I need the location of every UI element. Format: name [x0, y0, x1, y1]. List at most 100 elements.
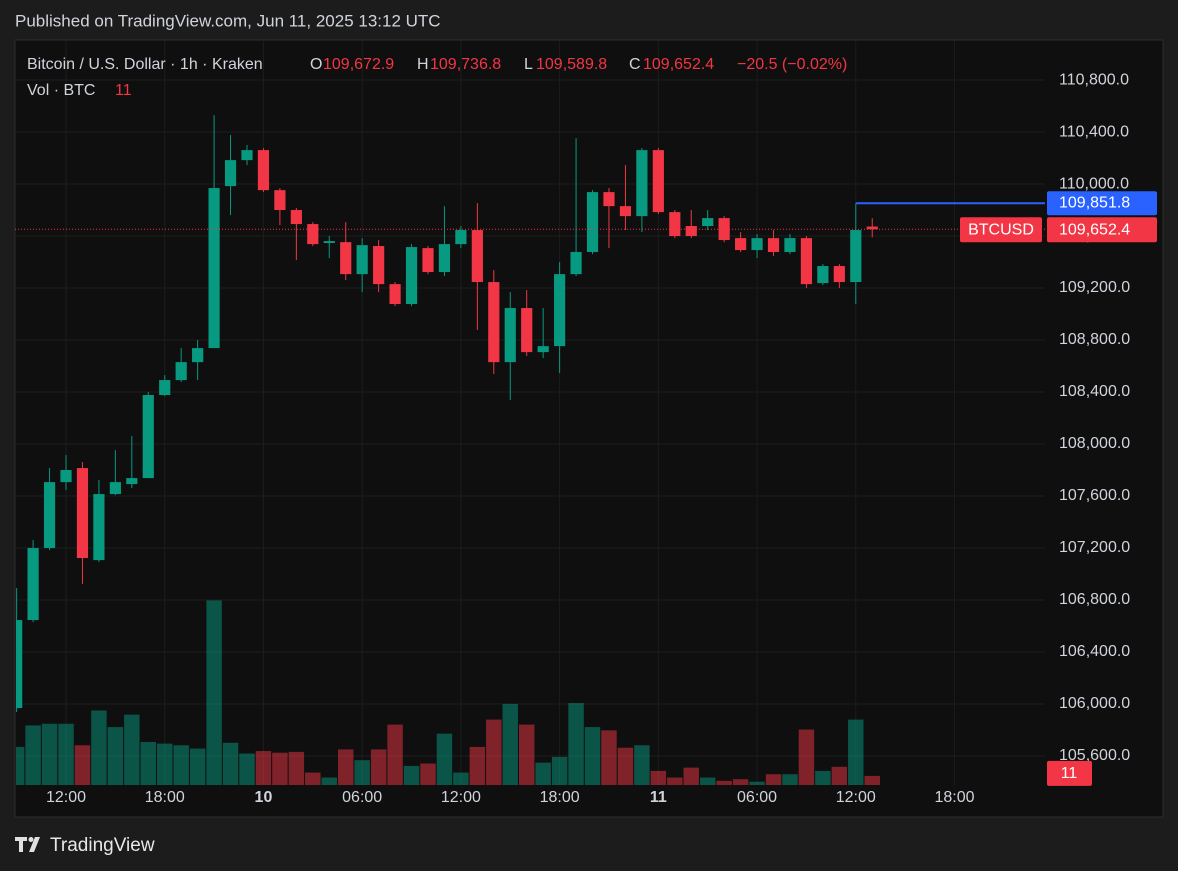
x-tick-label: 10	[255, 789, 273, 806]
candle-body	[290, 210, 302, 225]
candles	[16, 115, 878, 713]
candle-body	[521, 308, 533, 353]
volume-bar	[864, 775, 880, 785]
candle-body	[735, 238, 747, 251]
candle-body	[241, 150, 253, 161]
candle-body	[866, 226, 878, 230]
candle-body	[784, 238, 796, 253]
volume-bar	[124, 714, 140, 785]
high-tag	[1047, 191, 1157, 216]
candle-body	[767, 238, 780, 253]
candle-body	[159, 380, 171, 396]
volume-bar	[535, 762, 551, 785]
y-tick-label: 105,600.0	[1059, 747, 1130, 764]
volume-bar	[502, 703, 518, 785]
candle-body	[833, 266, 845, 283]
volume-tag-label: 11	[1061, 765, 1078, 782]
volume-bars	[16, 600, 880, 785]
candle-body	[340, 242, 352, 275]
open-value: 109,672.9	[323, 56, 394, 73]
candle-body	[109, 482, 121, 495]
chart-frame	[14, 39, 1164, 818]
candle-body	[603, 192, 615, 207]
volume-bar	[601, 730, 617, 785]
close-letter: C	[629, 56, 641, 73]
volume-bar	[518, 724, 535, 785]
high-letter: H	[417, 56, 429, 73]
low-letter: L	[524, 56, 533, 73]
x-tick-label: 18:00	[145, 789, 185, 806]
x-tick-label: 12:00	[441, 789, 481, 806]
x-tick-label: 12:00	[836, 789, 876, 806]
y-tick-label: 110,800.0	[1059, 71, 1129, 88]
x-tick-label: 06:00	[737, 789, 777, 806]
volume-bar	[782, 774, 798, 785]
candle-body	[192, 348, 204, 363]
candle-body	[373, 246, 385, 285]
volume-bar	[157, 743, 173, 785]
volume-tag	[1047, 760, 1092, 786]
candle-body	[636, 150, 648, 217]
volume-bar	[58, 723, 74, 785]
candle-body	[224, 160, 237, 187]
volume-bar	[255, 751, 272, 785]
candle-body	[208, 188, 220, 349]
volume-bar	[551, 756, 568, 785]
candle-body	[850, 230, 862, 283]
volume-value: 11	[115, 82, 132, 99]
candle-body	[471, 230, 483, 283]
y-tick-label: 106,400.0	[1059, 643, 1130, 660]
candle-body	[455, 230, 467, 245]
volume-bar	[798, 729, 815, 785]
brand-logo	[15, 837, 40, 852]
close-value: 109,652.4	[643, 56, 714, 73]
candle-body	[323, 241, 335, 244]
volume-title: Vol · BTC	[27, 82, 95, 99]
volume-bar	[683, 767, 699, 785]
x-tick-label: 12:00	[46, 789, 86, 806]
candle-body	[619, 206, 632, 217]
candle-body	[438, 244, 451, 273]
axes: 110,800.0110,400.0110,000.0109,600.0109,…	[15, 71, 1157, 806]
y-tick-label: 108,800.0	[1059, 331, 1130, 348]
volume-bar	[765, 774, 782, 785]
volume-bar	[305, 772, 321, 785]
volume-bar	[25, 725, 41, 785]
low-value: 109,589.8	[536, 56, 607, 73]
high-value: 109,736.8	[430, 56, 501, 73]
volume-bar	[321, 777, 337, 785]
candle-body	[554, 274, 566, 347]
last-price-tag	[1047, 217, 1157, 243]
candle-body	[586, 192, 599, 253]
volume-bar	[486, 719, 502, 785]
y-tick-label: 108,400.0	[1059, 383, 1130, 400]
volume-bar	[107, 727, 124, 785]
volume-bar	[716, 780, 732, 785]
candle-body	[669, 212, 681, 237]
candle-body	[800, 238, 813, 285]
high-tag-label: 109,851.8	[1059, 195, 1130, 212]
x-tick-label: 11	[650, 789, 667, 806]
volume-bar	[815, 770, 831, 785]
y-tick-label: 109,200.0	[1059, 279, 1130, 296]
candle-body	[718, 218, 730, 241]
y-tick-label: 110,400.0	[1059, 123, 1129, 140]
volume-bar	[189, 748, 206, 785]
brand-name: TradingView	[50, 835, 155, 856]
volume-bar	[453, 772, 469, 785]
candle-body	[274, 190, 286, 211]
y-tick-label: 107,600.0	[1059, 487, 1130, 504]
y-tick-label: 107,200.0	[1059, 539, 1130, 556]
volume-bar	[222, 742, 239, 785]
grid	[16, 41, 1045, 785]
volume-bar	[288, 751, 305, 785]
volume-bar	[469, 746, 486, 785]
published-note: Published on TradingView.com, Jun 11, 20…	[15, 11, 441, 30]
candle-body	[685, 226, 697, 237]
volume-bar	[354, 760, 370, 785]
volume-bar	[206, 600, 222, 785]
candle-body	[16, 620, 23, 709]
candle-body	[504, 308, 516, 363]
volume-bar	[387, 724, 403, 785]
candle-body	[817, 266, 829, 284]
